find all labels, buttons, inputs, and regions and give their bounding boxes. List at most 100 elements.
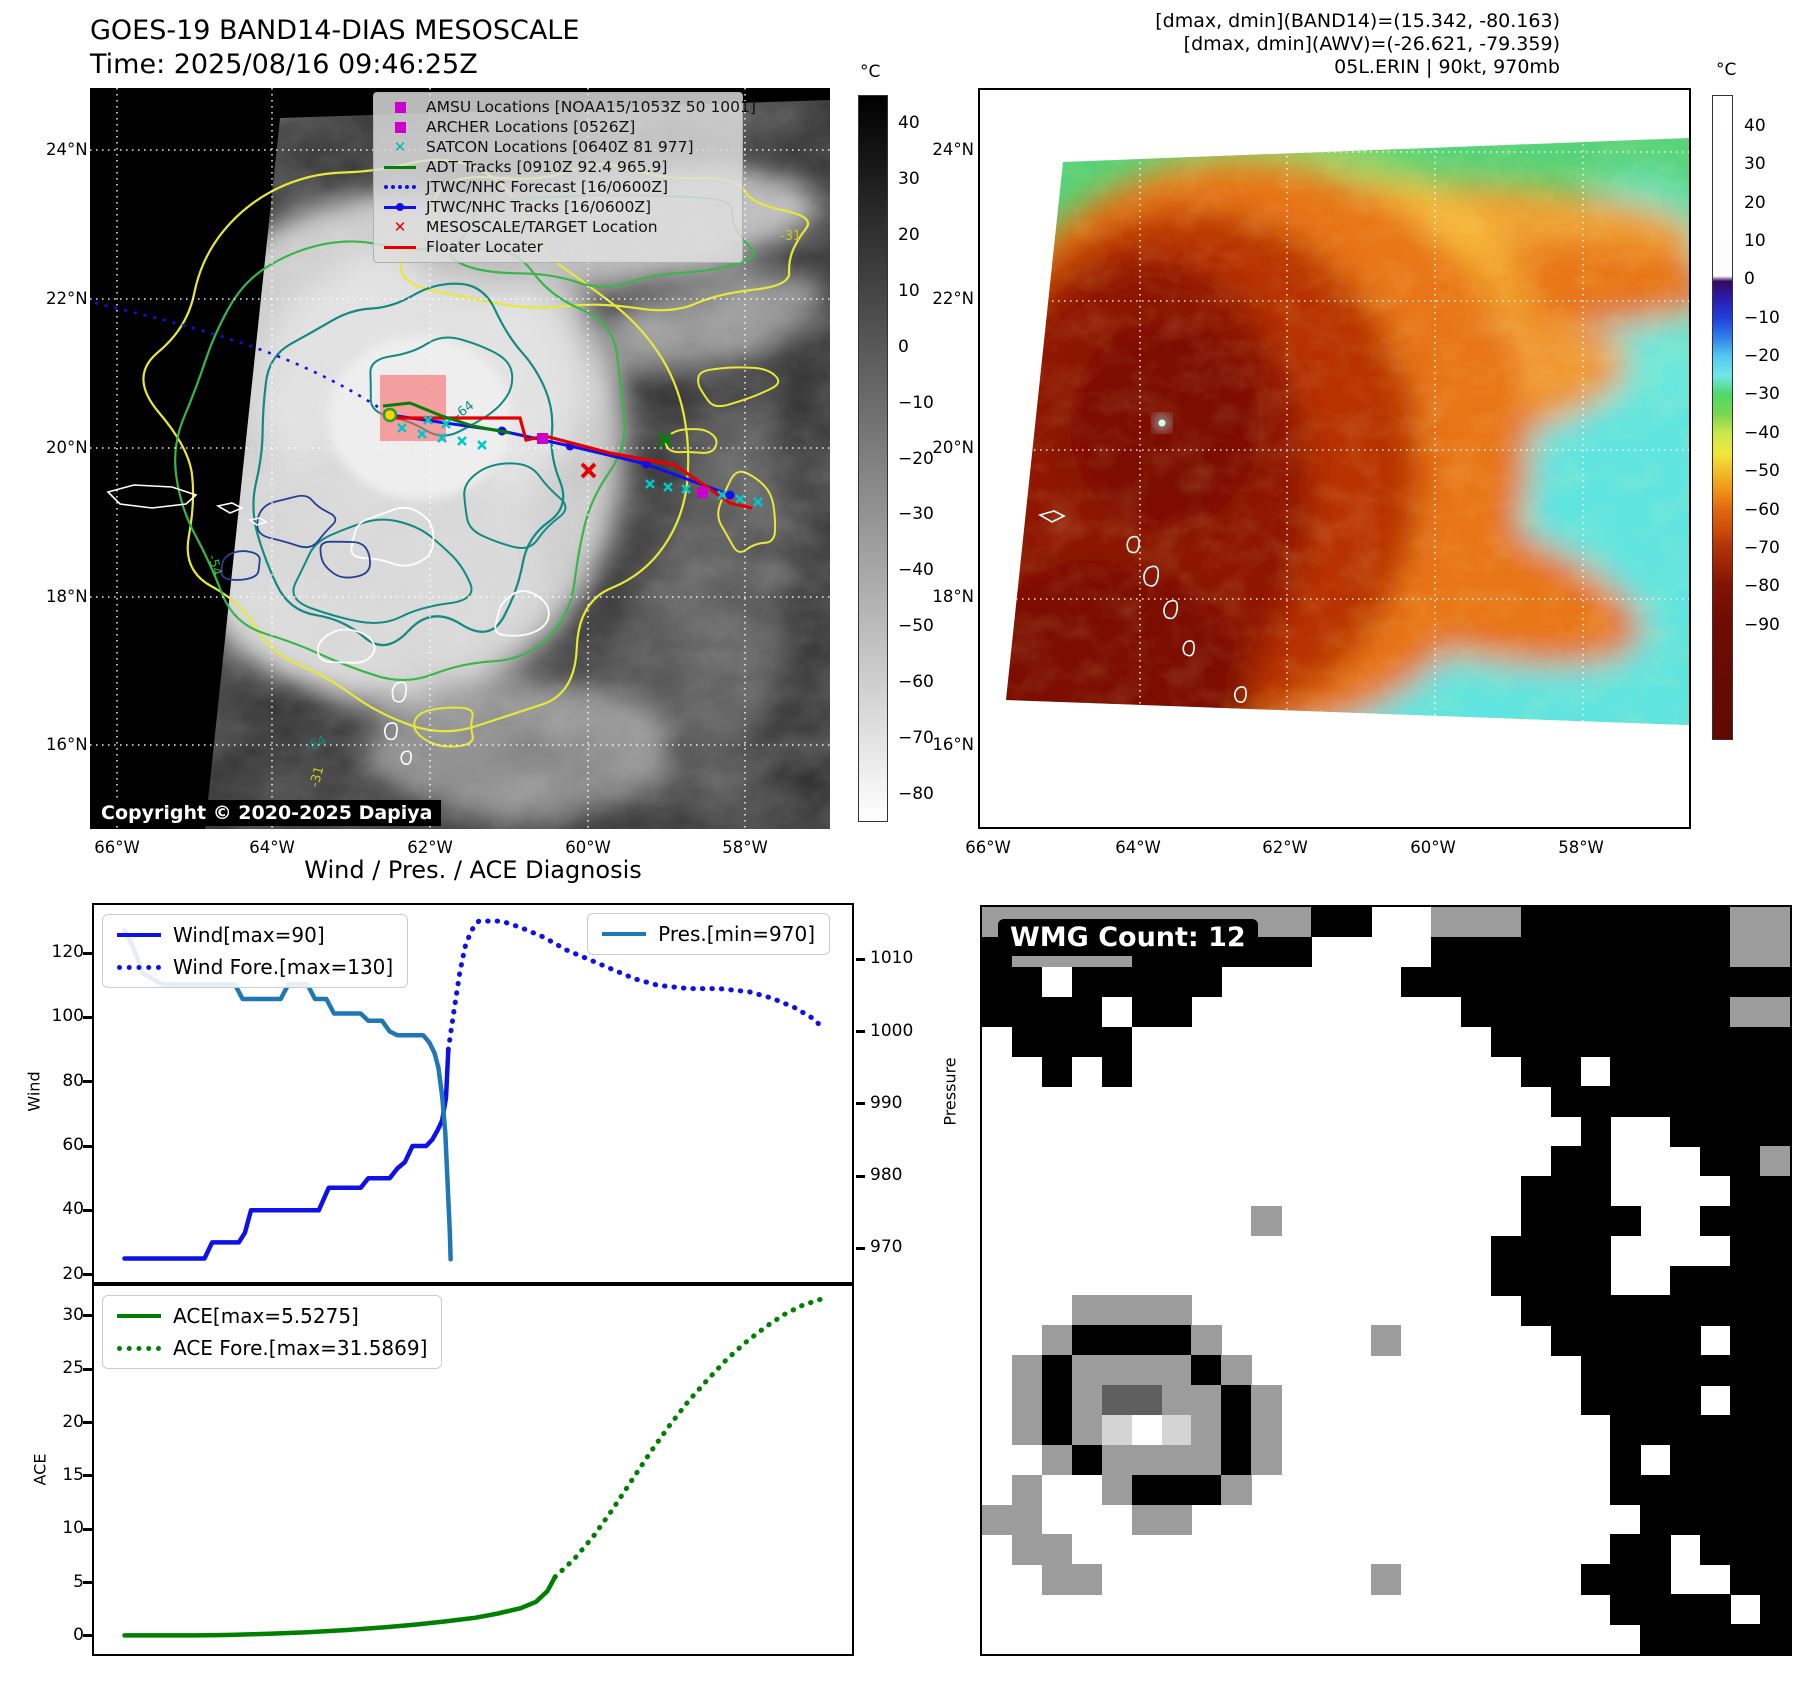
colorbar-tick-label: 40 — [1744, 115, 1766, 136]
wmg-pixel — [1580, 1325, 1611, 1356]
wmg-pixel — [1161, 1385, 1192, 1416]
wmg-pixel — [1610, 1355, 1641, 1386]
y-axis-tick — [856, 1246, 865, 1250]
legend-item: ADT Tracks [0910Z 92.4 965.9] — [382, 159, 734, 176]
wmg-pixel — [1670, 1624, 1701, 1654]
wmg-pixel — [1131, 1444, 1163, 1476]
wmg-pixel — [1041, 1325, 1073, 1356]
wmg-pixel — [1550, 1056, 1581, 1087]
ir-field — [1006, 138, 1689, 725]
wmg-pixel — [1161, 1355, 1192, 1386]
colorbar-tick-label: 40 — [898, 112, 920, 133]
wmg-pixel — [1161, 1474, 1192, 1506]
lat-tick-label: 18°N — [46, 587, 88, 606]
wmg-pixel — [1640, 966, 1671, 998]
wmg-pixel — [1550, 1026, 1581, 1057]
wmg-pixel — [1760, 1594, 1790, 1625]
y-axis-tick-label: 25 — [62, 1358, 84, 1379]
wmg-pixel — [1640, 1624, 1671, 1654]
band14-colorbar-unit: °C — [860, 62, 881, 82]
colorbar-tick-label: −90 — [1744, 614, 1780, 635]
legend-marker — [117, 964, 161, 970]
wmg-pixel — [1580, 1355, 1611, 1386]
wmg-pixel — [1610, 1474, 1641, 1506]
colorbar-tick-label: 20 — [1744, 192, 1766, 213]
wmg-pixel — [1670, 1414, 1701, 1446]
wmg-pixel — [1610, 1564, 1641, 1595]
wind-pressure-chart: 20 40 60 80 100 120 970 980 990 1000 1010 Wind[max=… — [52, 903, 913, 1284]
wmg-pixel — [982, 966, 1013, 998]
wmg-pixel — [1071, 1414, 1103, 1446]
wmg-pixel — [1101, 1414, 1133, 1446]
y-axis-tick — [83, 1015, 92, 1019]
wmg-pixel — [1640, 1325, 1671, 1356]
info-storm-status: 05L.ERIN | 90kt, 970mb — [1334, 56, 1560, 78]
wmg-pixel — [1580, 936, 1611, 968]
wmg-pixel — [1760, 907, 1790, 938]
wmg-pixel — [1640, 1385, 1671, 1416]
wmg-pixel — [1580, 1385, 1611, 1416]
wmg-pixel — [1730, 1534, 1761, 1565]
legend-label: ARCHER Locations [0526Z] — [426, 118, 636, 136]
colorbar-tick-label: 30 — [1744, 154, 1766, 175]
wmg-pixel — [1101, 1295, 1133, 1326]
legend-marker — [602, 932, 647, 936]
wmg-pixel — [1610, 1026, 1641, 1057]
wmg-pixel — [1191, 1414, 1222, 1446]
svg-text:-54: -54 — [204, 553, 224, 577]
y-axis-tick — [856, 1174, 865, 1178]
wmg-pixel — [1580, 1564, 1611, 1595]
satellite-map-band14: -64 -31 -64 -31 -54 — [90, 88, 830, 829]
lat-tick-label: 24°N — [46, 140, 88, 159]
wmg-pixel — [1251, 1385, 1282, 1416]
svg-text:-31: -31 — [780, 229, 801, 244]
wmg-pixel — [1400, 966, 1432, 998]
legend-marker — [382, 165, 418, 169]
wmg-pixel — [1041, 1564, 1073, 1595]
wmg-pixel — [1760, 1026, 1790, 1057]
wmg-pixel — [1071, 1026, 1103, 1057]
wmg-pixel — [1670, 1594, 1701, 1625]
wmg-pixel — [1550, 1235, 1581, 1267]
wmg-pixel — [1610, 1295, 1641, 1326]
wmg-pixel — [1520, 1235, 1552, 1267]
y-axis-tick — [83, 1581, 92, 1585]
wmg-pixel — [1191, 1474, 1222, 1506]
lat-tick-label: 20°N — [46, 438, 88, 457]
adt-track-line — [382, 401, 511, 435]
wmg-pixel — [1161, 1325, 1192, 1356]
y-axis-tick — [83, 1314, 92, 1318]
legend-item: ARCHER Locations [0526Z] — [382, 119, 734, 136]
line-dot-marker — [384, 203, 416, 212]
wmg-pixel — [1490, 1265, 1522, 1296]
square-marker — [394, 101, 406, 113]
legend-marker — [117, 1345, 161, 1351]
y-axis-tick — [83, 1273, 92, 1277]
legend-label: Pres.[min=970] — [658, 922, 815, 946]
colorbar-tick-label: −20 — [1744, 346, 1780, 367]
wmg-pixel — [1730, 1564, 1761, 1595]
jtwc-forecast-line — [94, 301, 391, 417]
wmg-pixel — [1760, 1295, 1790, 1326]
wmg-pixel — [1700, 1295, 1731, 1326]
wmg-pixel — [1700, 1504, 1731, 1535]
wmg-pixel — [1640, 907, 1671, 938]
wmg-pixel — [1730, 1146, 1761, 1177]
wmg-pixel — [1730, 1444, 1761, 1476]
chart-canvas — [122, 1296, 825, 1638]
legend-item: JTWC/NHC Forecast [16/0600Z] — [382, 179, 734, 196]
info-dmax-awv: [dmax, dmin](AWV)=(-26.621, -79.359) — [1183, 33, 1560, 55]
wmg-pixel — [1640, 1594, 1671, 1625]
wmg-pixel — [1700, 996, 1731, 1027]
wmg-pixel — [1011, 1474, 1043, 1506]
legend-item: ACE Fore.[max=31.5869] — [117, 1336, 427, 1360]
wmg-pixel — [1550, 907, 1581, 938]
wmg-pixel — [1700, 907, 1731, 938]
colorbar-tick-label: −80 — [898, 784, 934, 805]
legend-item: AMSU Locations [NOAA15/1053Z 50 1001] — [382, 99, 756, 116]
wmg-pixel — [1161, 1414, 1192, 1446]
island-outlines — [106, 484, 412, 765]
wmg-pixel — [1131, 1325, 1163, 1356]
wmg-pixel — [1670, 966, 1701, 998]
wmg-pixel — [1550, 936, 1581, 968]
